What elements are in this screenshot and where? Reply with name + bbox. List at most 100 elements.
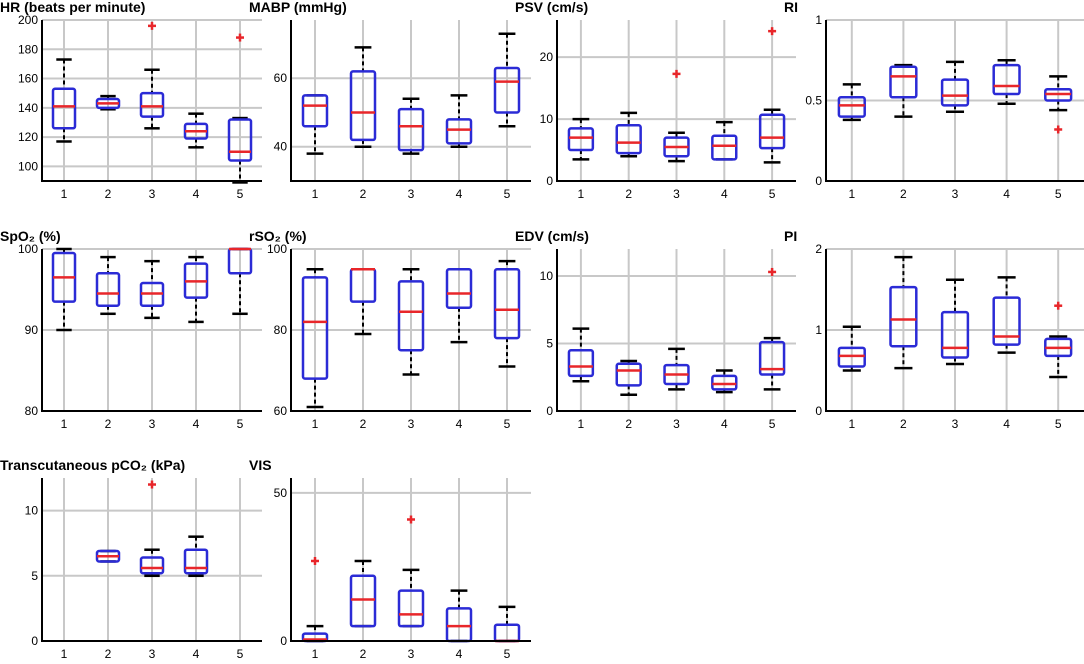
box-3	[663, 69, 690, 163]
chart-panel-2: MABP (mmHg) 40 60 1 2 3 4 5	[249, 0, 531, 201]
x-tick-label: 2	[105, 187, 112, 201]
axes	[41, 20, 262, 182]
outlier-marker	[768, 267, 777, 276]
y-tick-label: 2	[815, 242, 822, 256]
chart-title: HR (beats per minute)	[0, 0, 145, 15]
box-2	[95, 549, 121, 563]
outlier-marker	[236, 33, 244, 42]
x-tick-label: 2	[360, 187, 367, 201]
x-tick-label: 4	[193, 647, 200, 661]
x-tick-label: 5	[769, 187, 776, 201]
box-5	[1044, 301, 1073, 379]
axes	[290, 478, 531, 642]
y-tick-label: 0.5	[805, 94, 822, 108]
iqr-box	[889, 285, 918, 348]
box-1	[301, 268, 329, 409]
x-tick-label: 4	[193, 417, 200, 431]
x-tick-label: 5	[504, 647, 511, 661]
chart-title: Transcutaneous pCO₂ (kPa)	[0, 457, 185, 473]
x-tick-label: 5	[237, 647, 244, 661]
box-4	[992, 59, 1021, 105]
box-2	[889, 63, 918, 118]
iqr-box	[445, 268, 473, 309]
chart-panel-10: VIS 0 50 1 2 3 4 5	[249, 457, 531, 661]
iqr-box	[758, 340, 786, 376]
iqr-box	[301, 94, 329, 128]
chart-title: MABP (mmHg)	[249, 0, 347, 15]
x-tick-label: 4	[193, 187, 200, 201]
chart-panel-4: RI 0 0.5 1 1 2 3 4 5	[784, 0, 1084, 201]
y-tick-label: 0	[546, 404, 553, 418]
box-5	[758, 267, 786, 391]
outlier-marker	[311, 556, 319, 565]
box-1	[837, 83, 866, 122]
x-tick-label: 4	[456, 647, 463, 661]
x-tick-label: 3	[149, 187, 156, 201]
outlier-marker	[407, 515, 415, 524]
chart-title: PSV (cm/s)	[515, 0, 588, 15]
box-1	[567, 117, 595, 161]
outlier-marker	[148, 21, 156, 30]
y-tick-label: 200	[18, 13, 38, 27]
box-1	[51, 247, 77, 332]
iqr-box	[51, 87, 77, 130]
box-4	[183, 112, 209, 149]
x-tick-label: 5	[769, 417, 776, 431]
x-tick-label: 2	[900, 187, 907, 201]
y-tick-label: 0	[546, 174, 553, 188]
box-5	[227, 33, 253, 184]
y-tick-label: 0	[815, 404, 822, 418]
box-2	[615, 359, 642, 397]
x-tick-label: 3	[673, 187, 680, 201]
chart-panel-3: PSV (cm/s) 0 10 20 1 2 3 4 5	[515, 0, 796, 201]
box-4	[445, 268, 473, 344]
x-tick-label: 1	[312, 187, 319, 201]
y-tick-label: 60	[274, 71, 288, 85]
chart-panel-9: Transcutaneous pCO₂ (kPa) 0 5 10 1 2 3 4 5	[0, 457, 262, 661]
box-1	[301, 94, 329, 155]
iqr-box	[493, 66, 521, 114]
box-3	[397, 515, 425, 628]
y-tick-label: 80	[25, 404, 39, 418]
iqr-box	[711, 134, 738, 161]
y-tick-label: 1	[815, 13, 822, 27]
x-tick-label: 1	[312, 417, 319, 431]
x-tick-label: 2	[360, 647, 367, 661]
y-tick-label: 40	[274, 140, 288, 154]
x-tick-label: 4	[721, 417, 728, 431]
x-tick-label: 3	[952, 417, 959, 431]
x-tick-label: 1	[848, 187, 855, 201]
outlier-marker	[148, 480, 156, 489]
y-tick-label: 0	[815, 174, 822, 188]
iqr-box	[493, 268, 521, 340]
x-tick-label: 4	[456, 187, 463, 201]
x-tick-label: 1	[61, 187, 68, 201]
x-tick-label: 4	[1003, 187, 1010, 201]
axes	[556, 249, 796, 412]
axes	[290, 249, 531, 412]
y-tick-label: 120	[18, 130, 38, 144]
iqr-box	[889, 65, 918, 99]
x-tick-label: 2	[105, 647, 112, 661]
x-tick-label: 3	[408, 187, 415, 201]
x-tick-label: 3	[149, 647, 156, 661]
y-tick-label: 140	[18, 101, 38, 115]
x-tick-label: 3	[408, 417, 415, 431]
box-5	[227, 247, 253, 316]
chart-title: EDV (cm/s)	[515, 228, 589, 244]
box-2	[349, 268, 377, 336]
x-tick-label: 5	[504, 187, 511, 201]
box-3	[139, 259, 165, 320]
box-2	[615, 111, 642, 158]
iqr-box	[349, 70, 377, 142]
box-2	[349, 559, 377, 628]
x-tick-label: 4	[721, 187, 728, 201]
outlier-marker	[768, 27, 777, 36]
outlier-marker	[1054, 125, 1063, 134]
x-tick-label: 1	[61, 417, 68, 431]
x-tick-label: 1	[578, 417, 585, 431]
box-5	[493, 32, 521, 128]
iqr-box	[95, 272, 121, 307]
x-tick-label: 3	[673, 417, 680, 431]
